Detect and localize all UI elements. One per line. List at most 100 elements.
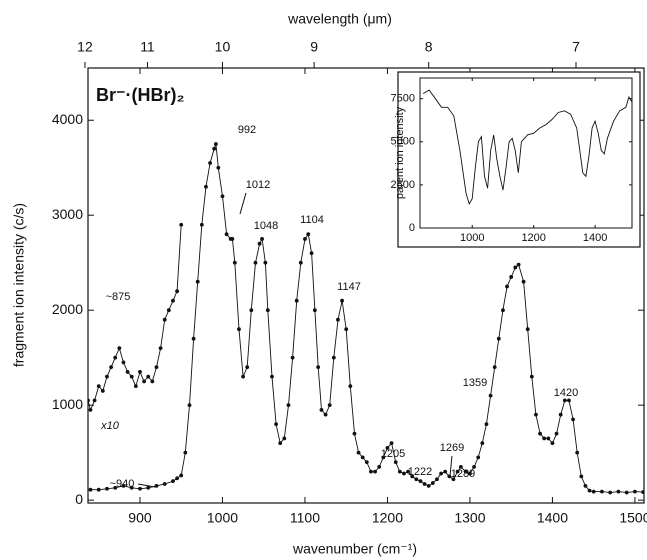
x2-tick-label: 7 [572,39,580,55]
data-point [129,374,134,379]
data-point [458,465,463,469]
plot-frame [87,67,645,504]
peak-annotation: ~940 [110,478,135,490]
series-line [88,224,182,412]
x-tick-label: 1200 [372,510,403,526]
data-point [422,482,427,486]
data-point [397,469,402,474]
data-point [220,194,225,199]
data-point [230,237,235,241]
data-point [216,165,221,170]
data-point [113,355,118,360]
y-tick-label: 3000 [52,206,83,222]
peak-annotation: 1289 [451,468,475,480]
data-point [166,308,171,313]
data-point [624,490,629,495]
data-point [430,481,435,485]
x2-tick-label: 12 [77,39,93,55]
data-point [245,365,250,370]
data-point [529,374,534,379]
data-point [348,384,353,389]
data-point [579,474,584,479]
series-line [422,89,632,206]
data-point [393,460,398,465]
data-point [480,441,485,446]
data-point [306,232,311,237]
data-point [146,374,151,379]
y-tick-label: 0 [75,491,83,507]
x2-tick-label: 9 [310,39,318,55]
data-point [516,262,521,267]
peak-annotation: 1104 [300,214,324,226]
y-tick-label: 2500 [391,179,415,191]
data-point [463,469,468,474]
data-point [410,474,415,479]
data-point [171,298,175,303]
data-point [224,232,229,237]
data-point [129,485,134,490]
data-point [191,336,196,341]
data-point [105,374,109,379]
x-tick-label: 1000 [460,232,484,244]
data-point [312,308,317,313]
data-point [175,289,179,294]
data-point [542,436,547,441]
data-point [426,484,431,488]
data-point [213,142,218,146]
peak-annotation: 1048 [254,220,278,232]
data-point [290,355,295,360]
data-point [265,308,270,313]
data-point [237,327,241,332]
data-point [336,317,340,322]
leader-line [137,483,156,488]
data-point [525,327,530,332]
data-point [513,265,518,270]
data-point [435,477,439,482]
data-point [476,455,481,460]
data-point [406,469,410,474]
peak-annotation: x10 [100,420,120,432]
data-point [294,298,299,303]
data-point [282,436,287,441]
data-point [418,479,423,484]
peak-annotation: 1147 [337,281,361,293]
peak-annotation: 1359 [463,377,487,389]
x2-tick-label: 10 [215,39,231,55]
data-point [249,308,254,313]
series-group [422,89,632,206]
x-tick-label: 900 [128,510,152,526]
data-point [591,489,596,494]
data-point [316,365,321,370]
data-point [521,279,526,284]
data-point [496,336,501,341]
data-point [575,450,580,455]
data-point [558,412,563,417]
data-point [278,441,283,446]
x-tick-label: 1300 [454,510,485,526]
data-point [331,355,336,360]
data-point [608,490,613,495]
data-point [587,488,592,493]
data-point [468,471,472,476]
data-point [562,398,567,403]
data-point [195,279,200,284]
data-point [100,389,105,393]
x-axis-label: wavenumber (cm⁻¹) [292,541,417,557]
peak-annotation: 1205 [381,448,405,460]
data-point [356,450,361,455]
data-point [364,460,369,465]
data-point [92,398,97,403]
data-point [241,374,245,379]
y-tick-label: 2000 [52,301,83,317]
data-point [616,489,621,494]
data-point [451,477,456,482]
data-point [138,370,142,374]
data-point [162,317,167,322]
data-point [88,408,93,412]
data-point [571,417,575,422]
data-point [373,469,377,474]
data-point [175,476,179,481]
data-point [146,485,151,490]
data-point [377,465,382,469]
data-point [105,486,109,491]
